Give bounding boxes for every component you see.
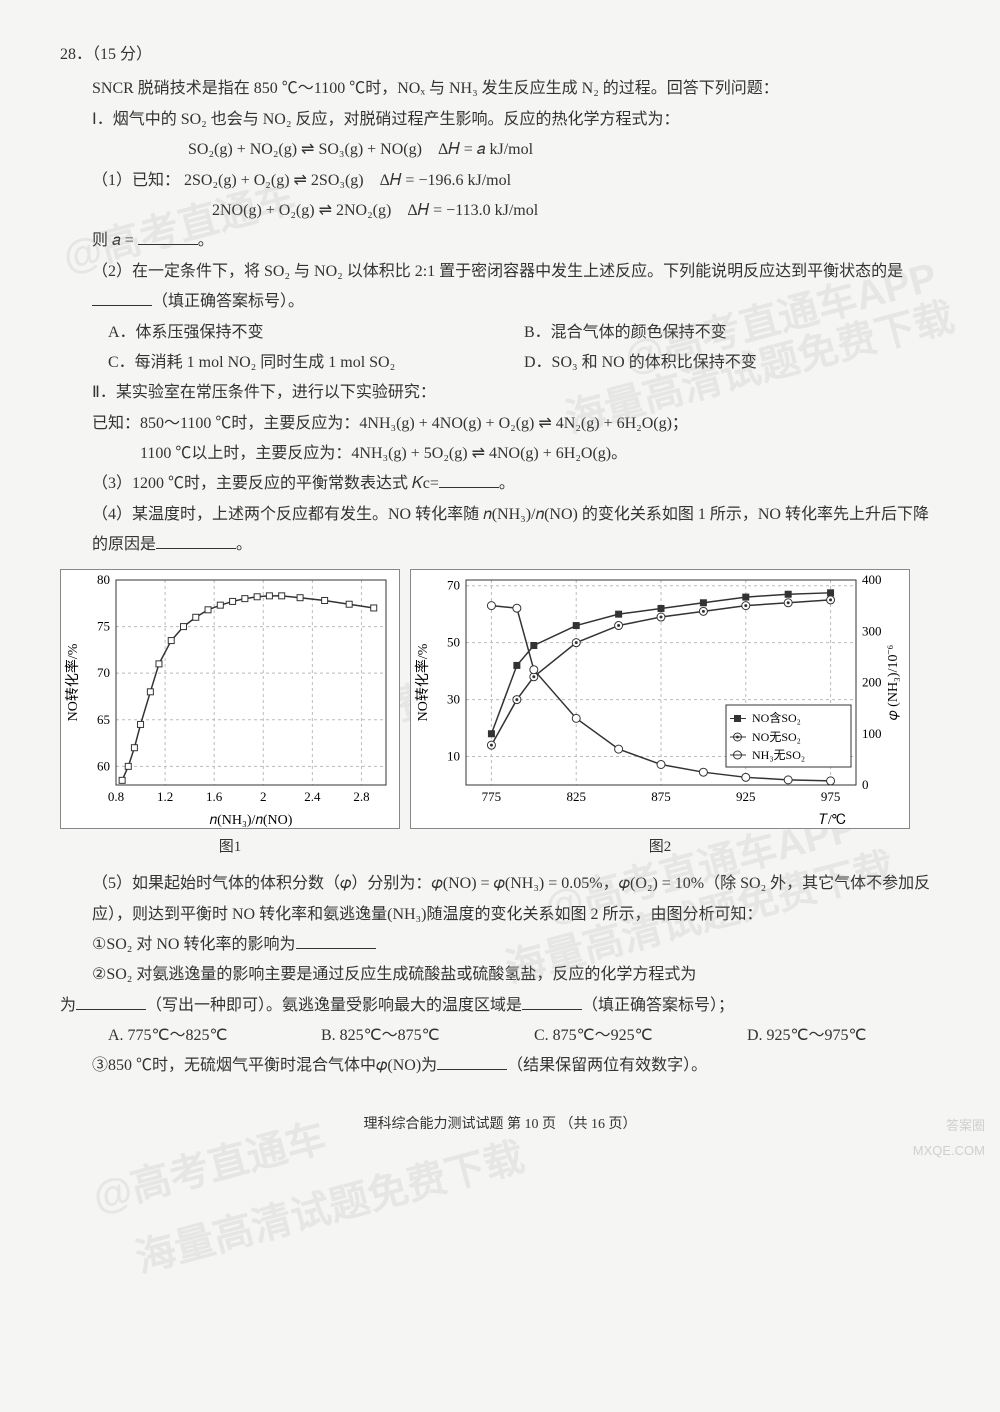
period-3: 。 <box>499 475 515 492</box>
svg-text:10: 10 <box>447 748 460 763</box>
svg-text:0.8: 0.8 <box>108 789 124 804</box>
page-footer: 理科综合能力测试试题 第 10 页 （共 16 页） <box>60 1112 940 1139</box>
question-intro: SNCR 脱硝技术是指在 850 ℃～1100 ℃时，NOₓ 与 NH₃ 发生反… <box>60 74 940 104</box>
sub5-1-text: ①SO₂ 对 NO 转化率的影响为 <box>92 936 296 953</box>
svg-text:𝑇/℃: 𝑇/℃ <box>819 813 846 828</box>
temp-option-b: B. 825℃～875℃ <box>321 1021 514 1051</box>
temp-option-c: C. 875℃～925℃ <box>534 1021 727 1051</box>
svg-text:NO无SO₂: NO无SO₂ <box>752 730 801 744</box>
svg-text:2: 2 <box>260 789 267 804</box>
svg-text:1.6: 1.6 <box>206 789 223 804</box>
sub2-text: （2）在一定条件下，将 SO₂ 与 NO₂ 以体积比 2:1 置于密闭容器中发生… <box>92 263 903 280</box>
sub-4: （4）某温度时，上述两个反应都有发生。NO 转化率随 𝑛(NH₃)/𝑛(NO) … <box>60 500 940 561</box>
corner-watermark: 答案圈MXQE.COM <box>913 1114 985 1163</box>
blank-3[interactable] <box>439 472 499 488</box>
equation-3: 2NO(g) + O₂(g) ⇌ 2NO₂(g) Δ𝐻 = −113.0 kJ/… <box>60 196 940 226</box>
blank-5-2a[interactable] <box>76 994 146 1010</box>
part-ii: Ⅱ．某实验室在常压条件下，进行以下实验研究： <box>60 378 940 408</box>
sub-5-2: ②SO₂ 对氨逃逸量的影响主要是通过反应生成硫酸盐或硫酸氢盐，反应的化学方程式为 <box>60 960 940 990</box>
sub5-2c-text: （填正确答案标号）； <box>582 997 734 1014</box>
chart-1-caption: 图1 <box>60 833 400 862</box>
question-number: 28．（15 分） <box>60 40 940 70</box>
sub5-2b-text: （写出一种即可）。氨逃逸量受影响最大的温度区域是 <box>146 997 522 1014</box>
blank-5-1[interactable] <box>296 933 376 949</box>
svg-text:75: 75 <box>97 618 110 633</box>
charts-row: 0.8 1.2 1.6 2 2.4 2.8 60 65 70 75 80 𝑛(NH₃)/𝑛(NO) NO… <box>60 569 940 862</box>
temp-option-d: D. 925℃～975℃ <box>747 1021 940 1051</box>
option-b: B．混合气体的颜色保持不变 <box>524 318 940 348</box>
svg-text:60: 60 <box>97 758 110 773</box>
chart-1: 0.8 1.2 1.6 2 2.4 2.8 60 65 70 75 80 𝑛(NH₃)/𝑛(NO) NO… <box>60 569 400 829</box>
svg-text:𝜑 (NH₃)/10⁻⁶: 𝜑 (NH₃)/10⁻⁶ <box>886 644 901 720</box>
sub-5-3: ③850 ℃时，无硫烟气平衡时混合气体中𝜑(NO)为 （结果保留两位有效数字）。 <box>60 1051 940 1081</box>
svg-text:0: 0 <box>862 777 869 792</box>
sub5-3-text: ③850 ℃时，无硫烟气平衡时混合气体中𝜑(NO)为 <box>92 1057 437 1074</box>
options-abcd: A．体系压强保持不变 B．混合气体的颜色保持不变 C．每消耗 1 mol NO₂… <box>60 318 940 379</box>
temp-options: A. 775℃～825℃ B. 825℃～875℃ C. 875℃～925℃ D… <box>60 1021 940 1051</box>
svg-text:NH₃无SO₂: NH₃无SO₂ <box>752 748 805 762</box>
svg-text:100: 100 <box>862 725 882 740</box>
svg-text:50: 50 <box>447 634 460 649</box>
sub1-q-text: 则 𝑎 = <box>92 232 138 249</box>
svg-text:775: 775 <box>482 789 502 804</box>
option-d: D．SO₃ 和 NO 的体积比保持不变 <box>524 348 940 378</box>
blank-5-2b[interactable] <box>522 994 582 1010</box>
sub5-3-end: （结果保留两位有效数字）。 <box>507 1057 707 1074</box>
blank-4[interactable] <box>156 533 236 549</box>
svg-text:2.8: 2.8 <box>353 789 369 804</box>
svg-text:825: 825 <box>566 789 586 804</box>
chart-2: 775 825 875 925 975 10 30 50 70 0 100 200 300 400 NO含S… <box>410 569 910 829</box>
svg-text:1.2: 1.2 <box>157 789 173 804</box>
period-4: 。 <box>236 536 252 553</box>
sub2-hint: （填正确答案标号）。 <box>152 293 304 310</box>
blank-2[interactable] <box>92 290 152 306</box>
part-i: Ⅰ．烟气中的 SO₂ 也会与 NO₂ 反应，对脱硝过程产生影响。反应的热化学方程… <box>60 105 940 135</box>
svg-text:2.4: 2.4 <box>304 789 321 804</box>
blank-5-3[interactable] <box>437 1054 507 1070</box>
sub1-label: （1）已知： <box>92 172 180 189</box>
svg-text:70: 70 <box>97 665 110 680</box>
known-2: 1100 ℃以上时，主要反应为：4NH₃(g) + 5O₂(g) ⇌ 4NO(g… <box>60 439 940 469</box>
option-a: A．体系压强保持不变 <box>108 318 524 348</box>
option-c: C．每消耗 1 mol NO₂ 同时生成 1 mol SO₂ <box>108 348 524 378</box>
sub5-2a-text: ②SO₂ 对氨逃逸量的影响主要是通过反应生成硫酸盐或硫酸氢盐，反应的化学方程式为 <box>92 966 696 983</box>
svg-text:NO转化率/%: NO转化率/% <box>64 643 81 721</box>
svg-text:925: 925 <box>736 789 756 804</box>
sub1-answer: 则 𝑎 = 。 <box>60 226 940 256</box>
sub-5: （5）如果起始时气体的体积分数（𝜑）分别为：𝜑(NO) = 𝜑(NH₃) = 0… <box>60 869 940 930</box>
chart-2-container: 775 825 875 925 975 10 30 50 70 0 100 200 300 400 NO含S… <box>410 569 910 862</box>
blank-a[interactable] <box>138 229 198 245</box>
temp-option-a: A. 775℃～825℃ <box>108 1021 301 1051</box>
sub-2: （2）在一定条件下，将 SO₂ 与 NO₂ 以体积比 2:1 置于密闭容器中发生… <box>60 257 940 318</box>
svg-text:𝑛(NH₃)/𝑛(NO): 𝑛(NH₃)/𝑛(NO) <box>210 813 293 828</box>
sub-1: （1）已知： 2SO₂(g) + O₂(g) ⇌ 2SO₃(g) Δ𝐻 = −1… <box>60 166 940 196</box>
sub-3: （3）1200 ℃时，主要反应的平衡常数表达式 𝐾c= 。 <box>60 469 940 499</box>
equation-2: 2SO₂(g) + O₂(g) ⇌ 2SO₃(g) Δ𝐻 = −196.6 kJ… <box>184 172 511 189</box>
sub-5-1: ①SO₂ 对 NO 转化率的影响为 <box>60 930 940 960</box>
svg-text:30: 30 <box>447 691 460 706</box>
known-1: 已知：850～1100 ℃时，主要反应为：4NH₃(g) + 4NO(g) + … <box>60 409 940 439</box>
svg-text:NO含SO₂: NO含SO₂ <box>752 710 801 725</box>
svg-text:80: 80 <box>97 572 110 587</box>
equation-1: SO₂(g) + NO₂(g) ⇌ SO₃(g) + NO(g) Δ𝐻 = 𝑎 … <box>60 135 940 165</box>
svg-text:NO转化率/%: NO转化率/% <box>414 643 431 721</box>
chart-1-container: 0.8 1.2 1.6 2 2.4 2.8 60 65 70 75 80 𝑛(NH₃)/𝑛(NO) NO… <box>60 569 400 862</box>
chart-2-caption: 图2 <box>410 833 910 862</box>
svg-text:875: 875 <box>651 789 671 804</box>
period: 。 <box>198 232 214 249</box>
svg-text:200: 200 <box>862 674 882 689</box>
svg-text:975: 975 <box>821 789 841 804</box>
sub3-text: （3）1200 ℃时，主要反应的平衡常数表达式 𝐾c= <box>92 475 439 492</box>
svg-text:70: 70 <box>447 577 460 592</box>
svg-text:400: 400 <box>862 572 882 587</box>
sub-5-2-cont: 为（写出一种即可）。氨逃逸量受影响最大的温度区域是（填正确答案标号）； <box>60 991 940 1021</box>
svg-text:300: 300 <box>862 623 882 638</box>
svg-text:65: 65 <box>97 711 110 726</box>
